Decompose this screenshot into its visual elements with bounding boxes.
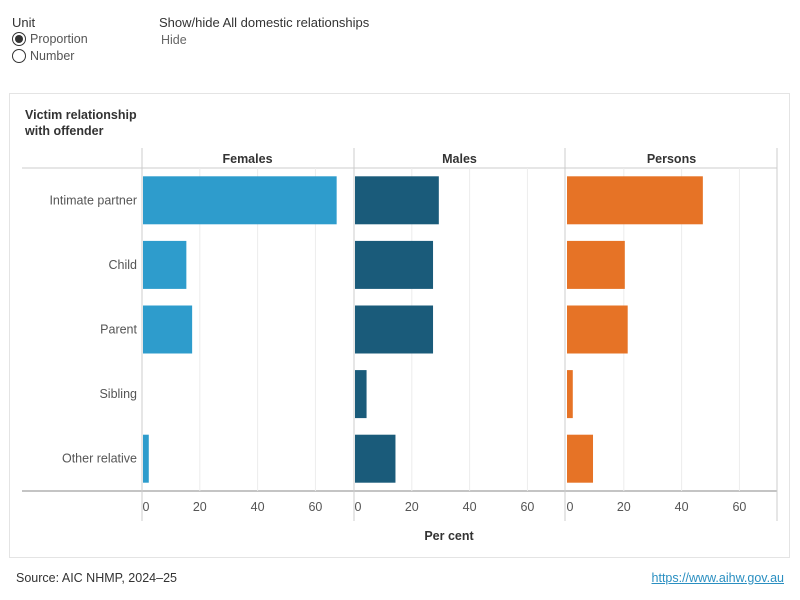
row-header: Victim relationship with offender xyxy=(24,108,137,138)
category-label: Other relative xyxy=(62,452,137,466)
radio-selected-icon xyxy=(12,32,26,46)
unit-title: Unit xyxy=(12,15,36,30)
x-tick-label: 20 xyxy=(193,500,207,514)
bar xyxy=(143,176,337,225)
x-tick-label: 0 xyxy=(567,500,574,514)
panel-title: Males xyxy=(442,152,477,166)
x-tick-label: 60 xyxy=(308,500,322,514)
bar xyxy=(567,240,625,289)
radio-proportion[interactable]: Proportion xyxy=(12,32,88,46)
x-tick-label: 20 xyxy=(405,500,419,514)
panel-title: Persons xyxy=(647,152,696,166)
x-tick-label: 0 xyxy=(143,500,150,514)
bar xyxy=(143,434,149,483)
bar xyxy=(355,370,367,419)
x-tick-label: 40 xyxy=(675,500,689,514)
chart-frame xyxy=(9,93,790,558)
bar xyxy=(143,305,193,354)
panel-title: Females xyxy=(222,152,272,166)
x-axis-label: Per cent xyxy=(424,529,474,543)
toggle-title: Show/hide All domestic relationships xyxy=(159,15,370,30)
source-note: Source: AIC NHMP, 2024–25 xyxy=(16,571,177,585)
toggle-hide-option[interactable]: Hide xyxy=(161,33,187,47)
category-label: Child xyxy=(109,258,138,272)
aihw-link[interactable]: https://www.aihw.gov.au xyxy=(651,571,784,585)
radio-proportion-label: Proportion xyxy=(30,32,88,46)
radio-number-label: Number xyxy=(30,49,75,63)
x-tick-label: 40 xyxy=(251,500,265,514)
category-label: Sibling xyxy=(99,387,137,401)
bar xyxy=(567,434,594,483)
bar xyxy=(567,370,573,419)
x-tick-label: 0 xyxy=(355,500,362,514)
radio-unselected-icon xyxy=(12,49,26,63)
x-tick-label: 40 xyxy=(463,500,477,514)
bar xyxy=(143,240,187,289)
x-tick-label: 20 xyxy=(617,500,631,514)
bar xyxy=(355,240,434,289)
x-tick-label: 60 xyxy=(520,500,534,514)
category-label: Intimate partner xyxy=(49,193,137,207)
x-tick-label: 60 xyxy=(732,500,746,514)
bar xyxy=(355,305,434,354)
radio-number[interactable]: Number xyxy=(12,49,74,63)
bar xyxy=(355,434,396,483)
bar xyxy=(567,305,628,354)
category-label: Parent xyxy=(100,323,137,337)
bar xyxy=(355,176,439,225)
bar xyxy=(567,176,703,225)
